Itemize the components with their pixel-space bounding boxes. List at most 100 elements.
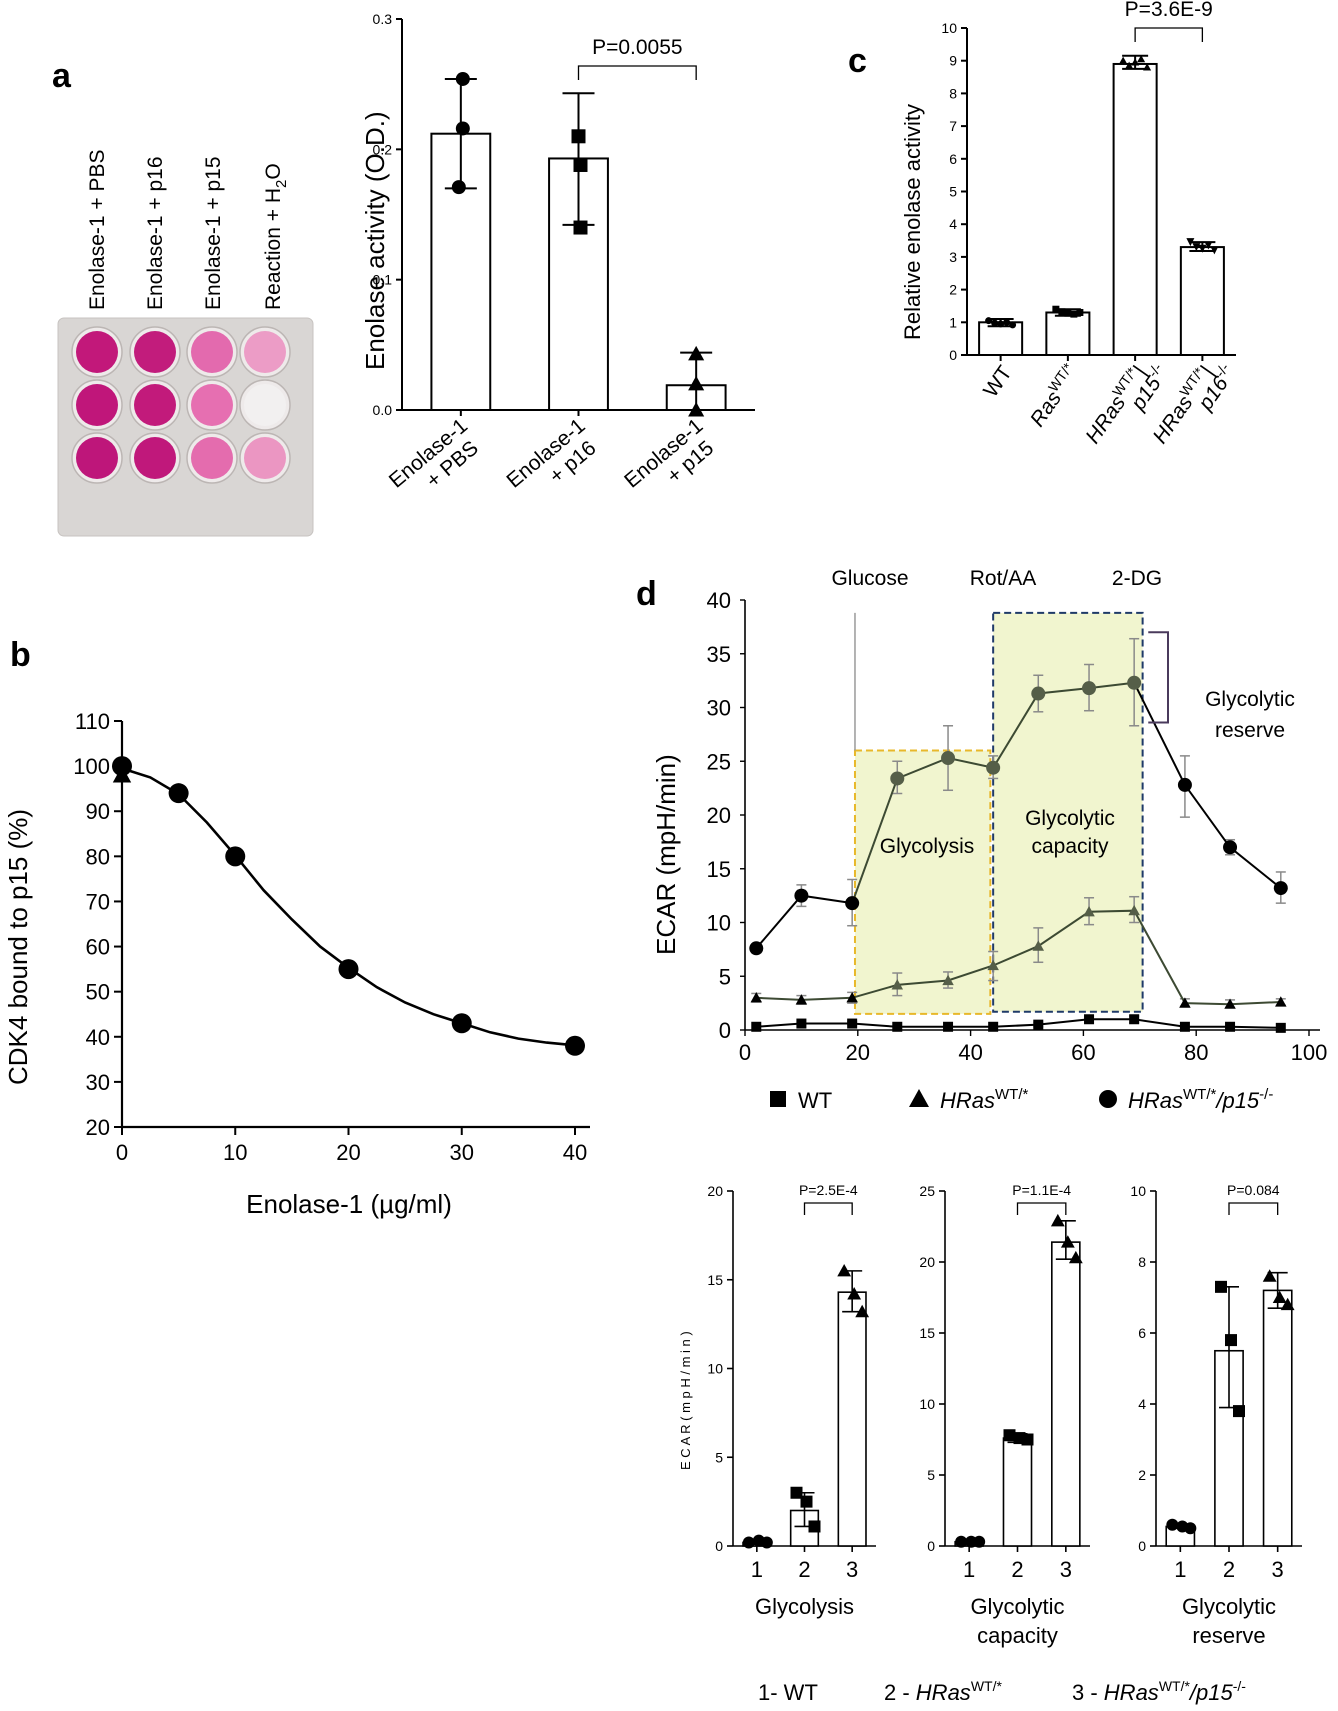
chart-b-xtick-label-4: 40 [563,1140,587,1165]
chart-d-s1-point-4 [942,974,954,986]
chart-a-ytick-label-2: 0.2 [373,141,393,157]
chart-d-capacity-bars: 0 5 10 15 20 25 P=1.1E-4 1 2 3 Glycolytic capacity [919,1182,1090,1648]
chart-a-category-0: Enolase-1+ PBS [385,414,488,511]
chart-d1-point-2-1 [847,1287,862,1300]
chart-d1-title-1: Glycolysis [755,1594,854,1619]
chart-d2-point-2-0 [1050,1213,1065,1227]
plate-label-h2o-sub: 2 [273,180,290,188]
chart-d1-point-2-0 [837,1263,852,1277]
chart-d2-ytick-label-3: 15 [919,1325,935,1341]
chart-d-legend-ras15-tail: -/- [1259,1086,1273,1103]
chart-d-s0-point-8 [1129,1014,1140,1025]
chart-d-ytick-label-6: 30 [707,696,731,721]
plate-label-h2o-main: Reaction + H [262,188,285,310]
chart-a-point-1-0 [571,129,586,144]
chart-d1-ytick-label-4: 20 [707,1183,723,1199]
plate-well-r3-c4 [244,437,286,479]
chart-d1-point-1-1 [800,1495,813,1508]
chart-d-legend-ras-marker [909,1089,929,1107]
chart-d2-ytick-label-2: 10 [919,1396,935,1412]
chart-d-xtick-label-0: 0 [739,1040,751,1065]
chart-d2-point-1-0 [1003,1429,1016,1442]
chart-d3-title-2: reserve [1192,1623,1265,1648]
chart-d-s2-line-pre [755,894,853,949]
chart-d-s1-point-6 [1032,940,1045,951]
chart-d2-category-2: 3 [1060,1557,1072,1582]
chart-a-point-2-1 [688,375,705,391]
chart-b-point-1 [168,783,189,804]
chart-d-s0-point-9 [1179,1021,1190,1032]
chart-a-pvalue-label: P=0.0055 [592,36,683,59]
chart-c-ytick-label-5: 5 [949,184,957,200]
chart-d-s2-point-3 [890,771,905,786]
chart-b-ytick-label-5: 70 [86,889,110,914]
chart-d-s0-line [756,1018,1281,1029]
chart-d-legend-ras: HRasWT/* [940,1086,1029,1113]
chart-d-xtick-label-1: 20 [846,1040,870,1065]
chart-a-enolase-activity: 0.0 0.1 0.2 0.3 P=0.0055 Enolase activity (O.… [360,11,755,511]
chart-d3-category-2: 3 [1272,1557,1284,1582]
chart-d-s2-point-1 [794,888,809,903]
chart-d-ytick-label-3: 15 [707,857,731,882]
chart-a-ylabel: Enolase activity (O.D.) [360,111,390,370]
chart-c-relative-enolase: 0 1 2 3 4 5 6 7 8 9 10 P=3.6E-9 Relative enolase act… [900,0,1236,448]
chart-d3-ytick-label-4: 8 [1138,1254,1146,1270]
chart-c-point-2-4 [1143,63,1152,71]
chart-d-s1-point-8 [1128,904,1140,916]
chart-d1-point-0-0 [742,1536,755,1549]
chart-d-s1-line [756,909,1281,1006]
chart-d3-point-0-2 [1184,1522,1197,1535]
chart-d-s0-point-1 [796,1018,807,1029]
plate-label-p16: Enolase-1 + p16 [144,156,167,310]
chart-d-s2-point-7 [1082,681,1097,696]
chart-d-s2-point-9 [1177,777,1192,792]
chart-d-xtick-label-2: 40 [958,1040,982,1065]
chart-b-xtick-label-2: 20 [336,1140,360,1165]
chart-d-xtick-label-4: 80 [1184,1040,1208,1065]
chart-d-s0-point-2 [847,1018,858,1029]
footer-hras-pre: 2 - [884,1680,916,1705]
chart-d3-point-2-2 [1280,1297,1295,1311]
chart-b-xlabel: Enolase-1 (µg/ml) [246,1189,452,1219]
chart-a-category-2: Enolase-1+ p15 [620,414,723,511]
chart-d1-point-0-2 [760,1536,773,1549]
plate-well-r2-c1 [76,384,118,426]
chart-b-cdk4-binding: 20 30 40 50 60 70 80 90 100 110 0 10 20 30 40 Enolase-1… [3,709,590,1219]
chart-d2-ytick-label-1: 5 [927,1467,935,1483]
chart-d-s0-point-4 [943,1021,954,1032]
chart-d3-ytick-label-3: 6 [1138,1325,1146,1341]
chart-d-legend-ras15-name: HRas [1128,1088,1183,1113]
chart-d-s0-point-10 [1225,1021,1236,1032]
chart-d-s2-point-6 [1031,686,1046,701]
plate-well-r2-c3 [191,384,233,426]
chart-b-point-5 [565,1035,585,1056]
chart-b-ytick-label-1: 30 [86,1070,110,1095]
chart-d1-ytick-label-0: 0 [715,1538,723,1554]
chart-c-point-1-3 [1070,310,1078,318]
chart-d-legend-wt: WT [798,1088,832,1113]
chart-d3-point-2-1 [1272,1290,1287,1304]
chart-d2-category-1: 2 [1011,1557,1023,1582]
chart-d1-pvalue-bracket [803,1202,853,1215]
chart-c-category-1-sup: WT/* [1045,360,1076,395]
plate-well-r1-c4 [244,331,286,373]
footer-hras-p15-pre: 3 - [1072,1680,1104,1705]
chart-d-label-capacity-2: capacity [1031,835,1109,858]
chart-a-ytick-label-0: 0.0 [373,402,393,418]
plate-well-r2-c4 [244,384,286,426]
chart-a-point-1-2 [573,157,588,172]
chart-c-point-3-0 [1186,238,1195,247]
chart-d-s0-point-11 [1275,1022,1286,1033]
chart-b-ytick-label-6: 80 [86,844,110,869]
chart-d2-point-1-2 [1021,1433,1034,1446]
chart-a-point-1-1 [573,220,588,235]
chart-d3-point-2-0 [1262,1269,1277,1282]
chart-c-bar-1 [1045,311,1091,356]
chart-d3-category-1: 2 [1223,1557,1235,1582]
chart-b-point-0 [112,756,132,777]
plate-column-labels: Enolase-1 + PBS Enolase-1 + p16 Enolase-… [86,149,290,310]
chart-c-ytick-label-7: 7 [949,118,957,134]
panel-label-a: a [52,57,72,95]
plate-well-r1-c1 [76,331,118,373]
chart-d3-ytick-label-5: 10 [1130,1183,1146,1199]
